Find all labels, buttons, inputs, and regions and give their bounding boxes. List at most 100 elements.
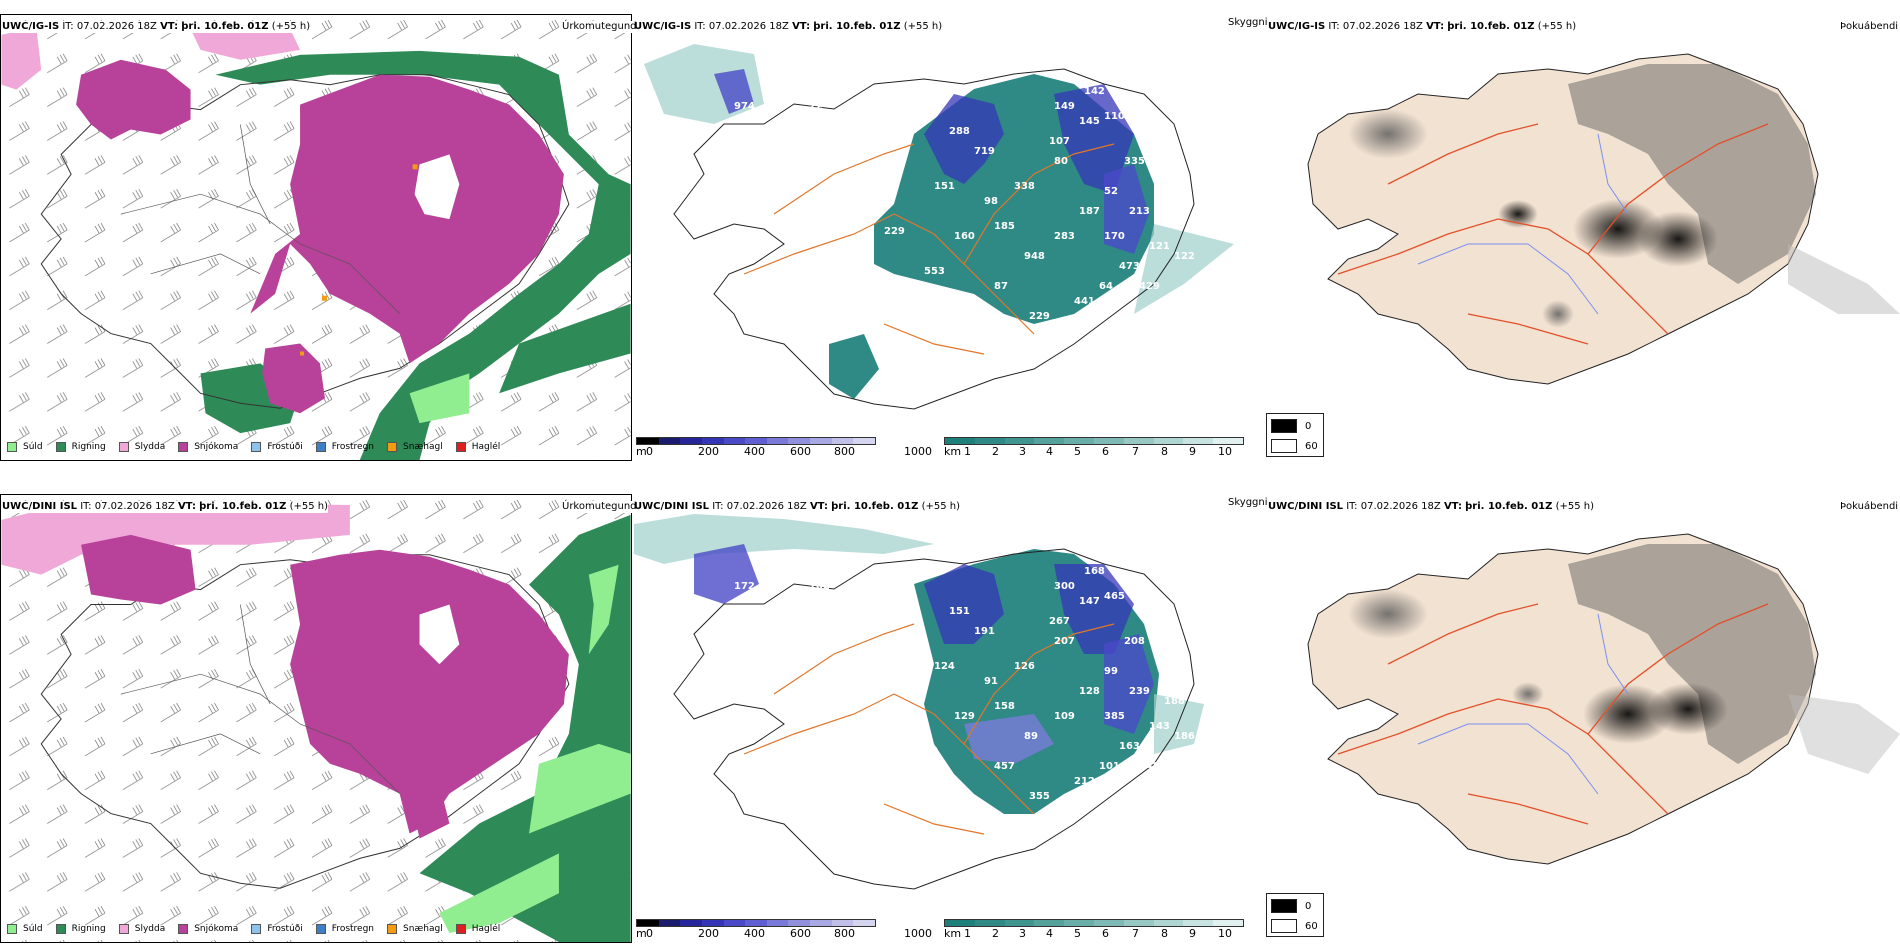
lead-time: (+55 h): [289, 501, 329, 512]
rain-area: [499, 303, 631, 394]
legend-item: Rigning: [55, 924, 106, 934]
visibility-tick: 1: [964, 927, 971, 940]
cloud-top-label: 91: [984, 676, 998, 687]
slydda-area: [190, 28, 301, 60]
cloudbase-colorbar: [636, 919, 876, 927]
header-cloud-dini: UWC/DINI ISL IT: 07.02.2026 18Z VT: þri.…: [634, 501, 960, 513]
cloudbase-tick: 800: [834, 445, 855, 458]
rivers: [1417, 613, 1629, 795]
visibility-tick: 5: [1074, 445, 1081, 458]
visibility-tick: 8: [1161, 445, 1168, 458]
legend-label: Frostregn: [331, 924, 375, 934]
fog-panel-dini: [1268, 494, 1900, 894]
cloud-top-label: 176: [894, 841, 915, 852]
slydda-area: [1, 26, 42, 90]
header-fog-dini: UWC/DINI ISL IT: 07.02.2026 18Z VT: þri.…: [1268, 501, 1594, 513]
it-label: IT:: [1328, 21, 1340, 32]
visibility-tick: 7: [1132, 927, 1139, 940]
cloud-map-ig: 974 248 22 137 139 92 244 288 719 151 98 338 185 229 1…: [644, 44, 1234, 410]
visibility-tick: 1: [964, 445, 971, 458]
snow-pellets-dot: [321, 295, 327, 301]
slydda-area: [1, 502, 350, 575]
fog-legend: 0 60: [1266, 893, 1324, 937]
legend-label: Frostregn: [331, 442, 375, 452]
model-name: UWC/IG-IS: [1268, 21, 1326, 32]
cloudbase-tick: 1000: [904, 445, 932, 458]
cloud-top-label: 239: [1129, 686, 1150, 697]
cloudbase-area: [1104, 634, 1154, 734]
legend-item: Haglél: [455, 442, 501, 452]
cloudbase-area: [924, 564, 1004, 644]
cloud-top-label: 148: [1139, 761, 1160, 772]
visibility-tick: 7: [1132, 445, 1139, 458]
legend-item: Rigning: [55, 442, 106, 452]
cloudbase-area: [1054, 564, 1134, 654]
cloud-top-label: 170: [1104, 231, 1125, 242]
cloud-top-label: 92: [754, 166, 768, 177]
visibility-tick: 6: [1102, 445, 1109, 458]
cloud-top-label: 143: [1149, 721, 1170, 732]
cloud-top-label: 229: [884, 226, 905, 237]
visibility-area: [634, 514, 934, 564]
cloud-top-label: 142: [1084, 86, 1105, 97]
land-area: [1307, 53, 1819, 385]
cloudbase-area: [924, 94, 1004, 184]
cloud-top-label: 52: [1104, 186, 1118, 197]
legend-swatch: [387, 924, 398, 934]
cloud-top-label: 177: [894, 361, 915, 372]
fog-index-area: [1788, 244, 1900, 314]
cloud-top-label: 87: [994, 281, 1008, 292]
fog-index-area: [1542, 300, 1574, 328]
fog-panel-ig: [1268, 14, 1900, 414]
cloud-top-label: 145: [1079, 116, 1100, 127]
cloud-top-label: 244: [784, 186, 805, 197]
visibility-unit: km: [944, 927, 962, 940]
cloudbase-tick: 1000: [904, 927, 932, 940]
legend-label: Haglél: [471, 442, 501, 452]
vt-label: VT:: [160, 21, 179, 32]
cloud-top-label: 21: [1159, 176, 1173, 187]
legend-swatch: [178, 924, 189, 934]
precip-type-panel-ig: Súld Rigning Slydda Snjókoma Frostúði Fr…: [0, 14, 632, 461]
cloud-top-label: 229: [1029, 311, 1050, 322]
cloud-top-label: 288: [949, 126, 970, 137]
legend-swatch: [178, 442, 189, 452]
cloud-top-label: 972: [1039, 816, 1060, 827]
roads: [120, 124, 400, 314]
cloud-top-label: 615: [1159, 656, 1180, 667]
fog-index-area: [1583, 684, 1673, 744]
legend-item: Snæhagl: [387, 924, 443, 934]
valid-time: þri. 10.feb. 01Z: [831, 501, 919, 512]
cloudbase-area: [1104, 164, 1149, 254]
cloud-top-label: 974: [734, 101, 755, 112]
fog-title: Þokuábendi: [1840, 501, 1899, 512]
cloud-panel-ig: 974 248 22 137 139 92 244 288 719 151 98 338 185 229 1…: [634, 14, 1264, 461]
cloud-top-label: 168: [1084, 566, 1105, 577]
snow-pellets-dot: [300, 351, 305, 356]
precip-type-title: Úrkomutegund: [562, 21, 637, 33]
cloud-top-label: 126: [1014, 661, 1035, 672]
cloud-top-label: 149: [1054, 101, 1075, 112]
cloud-top-label: 89: [1024, 731, 1038, 742]
cloud-title: Skyggni: [1228, 17, 1268, 28]
vt-label: VT:: [1443, 501, 1462, 512]
no-precip-hole: [414, 154, 460, 220]
legend-swatch: [315, 442, 326, 452]
cloudbase-area: [694, 544, 759, 604]
fog-index-area: [1568, 544, 1816, 764]
visibility-tick: 10: [1218, 927, 1232, 940]
coastline: [673, 548, 1195, 890]
fog-title: Þokuábendi: [1840, 21, 1899, 32]
legend-item: Frostregn: [315, 924, 375, 934]
fog-index-area: [1348, 109, 1428, 159]
visibility-colorbar: [944, 437, 1244, 445]
cloud-top-label: 124: [934, 661, 955, 672]
cloud-top-label: 158: [994, 701, 1015, 712]
cloud-top-label: 300: [1054, 581, 1075, 592]
cloud-top-label: 186: [1174, 731, 1195, 742]
fog-index-area: [1788, 694, 1900, 774]
cloudbase-tick: 0: [646, 927, 653, 940]
cloudbase-tick: 400: [744, 445, 765, 458]
coastline: [40, 554, 570, 889]
visibility-tick: 6: [1102, 927, 1109, 940]
